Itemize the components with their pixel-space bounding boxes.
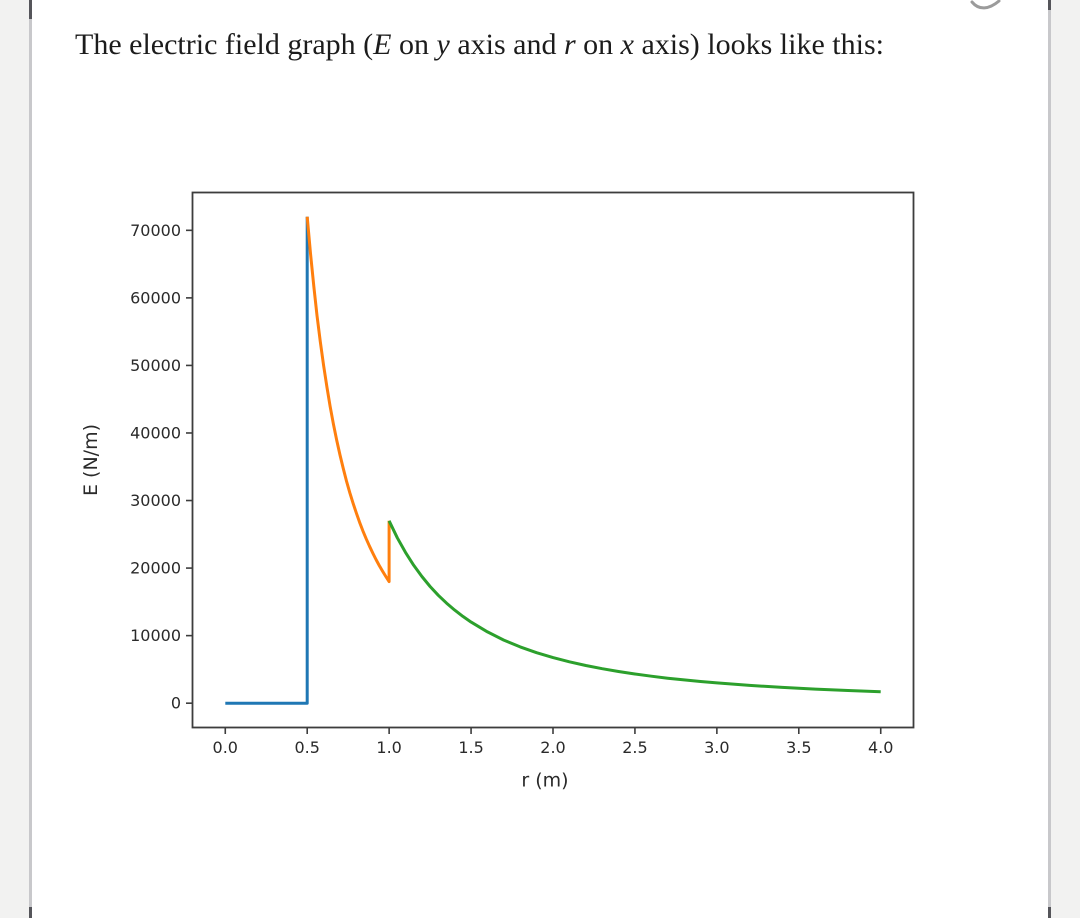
border-dark-segment-bottom-left: [29, 907, 32, 918]
question-title-text: The electric field graph (E on y axis an…: [75, 26, 1035, 64]
x-tick-label: 3.5: [786, 738, 811, 757]
border-dark-segment-bottom-right: [1048, 907, 1051, 918]
title-segment: on: [391, 28, 437, 61]
x-tick-label: 0.0: [213, 738, 238, 757]
y-tick-label: 0: [171, 694, 181, 713]
title-segment: The electric field graph (: [75, 28, 374, 61]
x-tick-label: 1.5: [458, 738, 483, 757]
swoosh-arc: [970, 0, 1001, 10]
math-variable: y: [436, 28, 450, 61]
math-variable: r: [563, 28, 576, 61]
math-variable: E: [373, 28, 392, 61]
title-segment: axis) looks like this:: [633, 28, 884, 61]
border-dark-segment-top-left: [29, 0, 32, 19]
content-card: [31, 0, 1048, 918]
x-tick-label: 2.5: [622, 738, 647, 757]
card-right-border: [1048, 0, 1051, 918]
title-segment: axis and: [449, 28, 564, 61]
series-region1-zero-field-line: [225, 216, 309, 705]
y-tick-label: 30000: [130, 491, 181, 510]
y-tick-label: 60000: [130, 288, 181, 307]
y-tick-label: 50000: [130, 356, 181, 375]
math-variable: x: [620, 28, 634, 61]
title-segment: on: [575, 28, 621, 61]
cropped-swoosh-mark: [970, 0, 1001, 10]
x-axis-label: r (m): [521, 770, 568, 792]
axes-frame: [191, 191, 915, 729]
border-dark-segment-top-right: [1048, 0, 1051, 10]
x-tick-label: 4.0: [868, 738, 893, 757]
x-tick-label: 2.0: [540, 738, 565, 757]
x-tick-label: 1.0: [376, 738, 401, 757]
x-tick-label: 0.5: [294, 738, 319, 757]
series-region3-inverse-square-line: [387, 520, 881, 694]
x-tick-label: 3.0: [704, 738, 729, 757]
y-tick-label: 10000: [130, 626, 181, 645]
y-tick-label: 70000: [130, 221, 181, 240]
y-axis-label: E (N/m): [80, 424, 102, 496]
y-tick-label: 40000: [130, 423, 181, 442]
series-region2-inverse-square-line: [305, 216, 391, 584]
card-left-border: [29, 0, 32, 918]
y-tick-label: 20000: [130, 559, 181, 578]
